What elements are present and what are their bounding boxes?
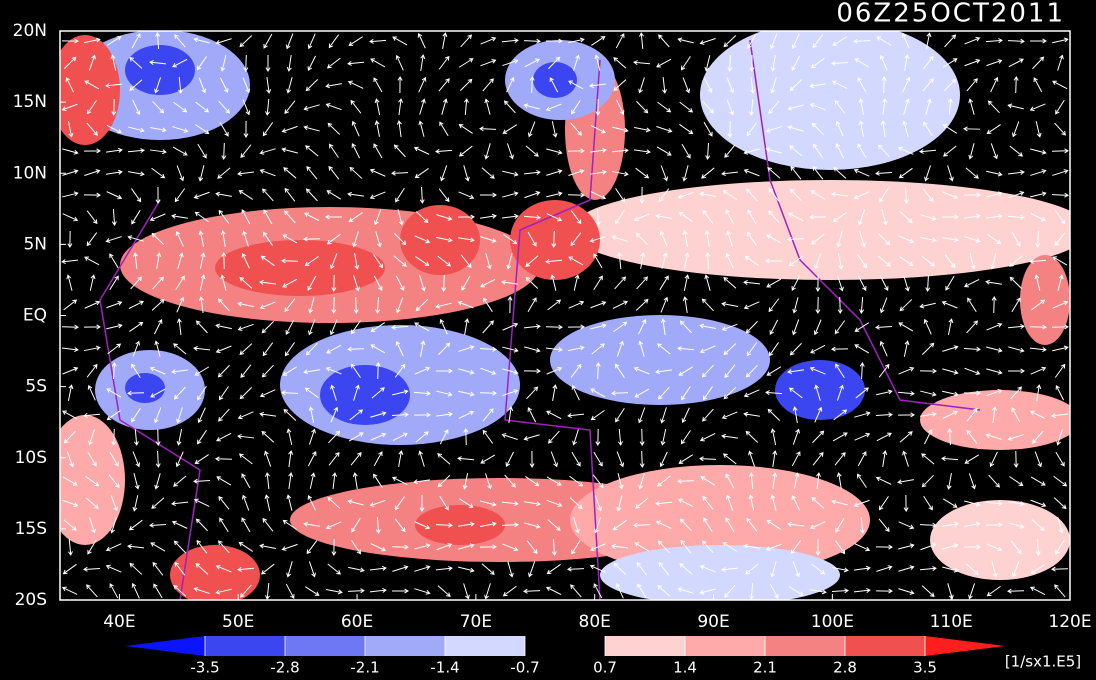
x-tick-label: 120E: [1048, 612, 1091, 632]
wind-vectors: [61, 32, 1069, 600]
colorbar-label: -1.4: [430, 659, 459, 677]
x-tick-label: 40E: [103, 612, 135, 632]
contour-fill: [550, 315, 770, 405]
colorbar-box: [525, 636, 605, 656]
contour-fill: [400, 205, 480, 275]
y-tick-label: 5S: [25, 377, 47, 397]
contour-fill: [60, 35, 120, 145]
contour-fill: [533, 62, 577, 98]
x-tick-label: 70E: [460, 612, 492, 632]
x-tick-label: 80E: [579, 612, 611, 632]
colorbar-label: -3.5: [190, 659, 219, 677]
colorbar-label: 3.5: [913, 659, 937, 677]
y-tick-label: 15S: [15, 519, 47, 539]
y-tick-label: 20N: [13, 21, 47, 41]
coastline: [99, 39, 981, 600]
contour-fill: [125, 45, 195, 95]
y-tick-label: 15N: [13, 92, 47, 112]
colorbar-box: [205, 636, 285, 656]
map-title: 06Z25OCT2011: [836, 0, 1065, 29]
colorbar-box: [445, 636, 525, 656]
contour-fill: [510, 200, 600, 280]
colorbar-box: [605, 636, 685, 656]
x-tick-label: 100E: [811, 612, 854, 632]
colorbar-label: 1.4: [673, 659, 697, 677]
colorbar-label: 2.1: [753, 659, 777, 677]
colorbar-label: -2.1: [350, 659, 379, 677]
contour-fill: [215, 240, 385, 296]
x-tick-label: 50E: [222, 612, 254, 632]
colorbar-label: -2.8: [270, 659, 299, 677]
contour-fill: [920, 390, 1070, 450]
x-tick-label: 60E: [341, 612, 373, 632]
contour-fill: [600, 545, 840, 600]
y-tick-label: 10S: [15, 448, 47, 468]
y-tick-label: EQ: [23, 306, 47, 326]
x-tick-label: 90E: [697, 612, 729, 632]
colorbar-label: 2.8: [833, 659, 857, 677]
contour-fill: [570, 465, 870, 575]
contour-fill: [415, 505, 505, 545]
contour-fill: [700, 31, 960, 170]
colorbar-box: [365, 636, 445, 656]
contour-fill: [930, 500, 1070, 580]
colorbar-triangle: [925, 636, 1005, 656]
colorbar-unit: [1/sx1.E5]: [1005, 653, 1081, 671]
x-tick-label: 110E: [930, 612, 973, 632]
colorbar-box: [685, 636, 765, 656]
y-tick-label: 5N: [23, 234, 47, 254]
colorbar-box: [285, 636, 365, 656]
colorbar-label: 0.7: [593, 659, 617, 677]
colorbar-label: -0.7: [510, 659, 539, 677]
colorbar-box: [765, 636, 845, 656]
colorbar-box: [845, 636, 925, 656]
colorbar-triangle: [125, 636, 205, 656]
contour-fill: [60, 415, 125, 545]
contour-fill: [170, 545, 260, 600]
contour-fill: [320, 365, 410, 425]
contour-fill: [125, 373, 165, 403]
y-tick-label: 10N: [13, 163, 47, 183]
contour-fills: [60, 31, 1070, 600]
y-tick-label: 20S: [15, 590, 47, 610]
